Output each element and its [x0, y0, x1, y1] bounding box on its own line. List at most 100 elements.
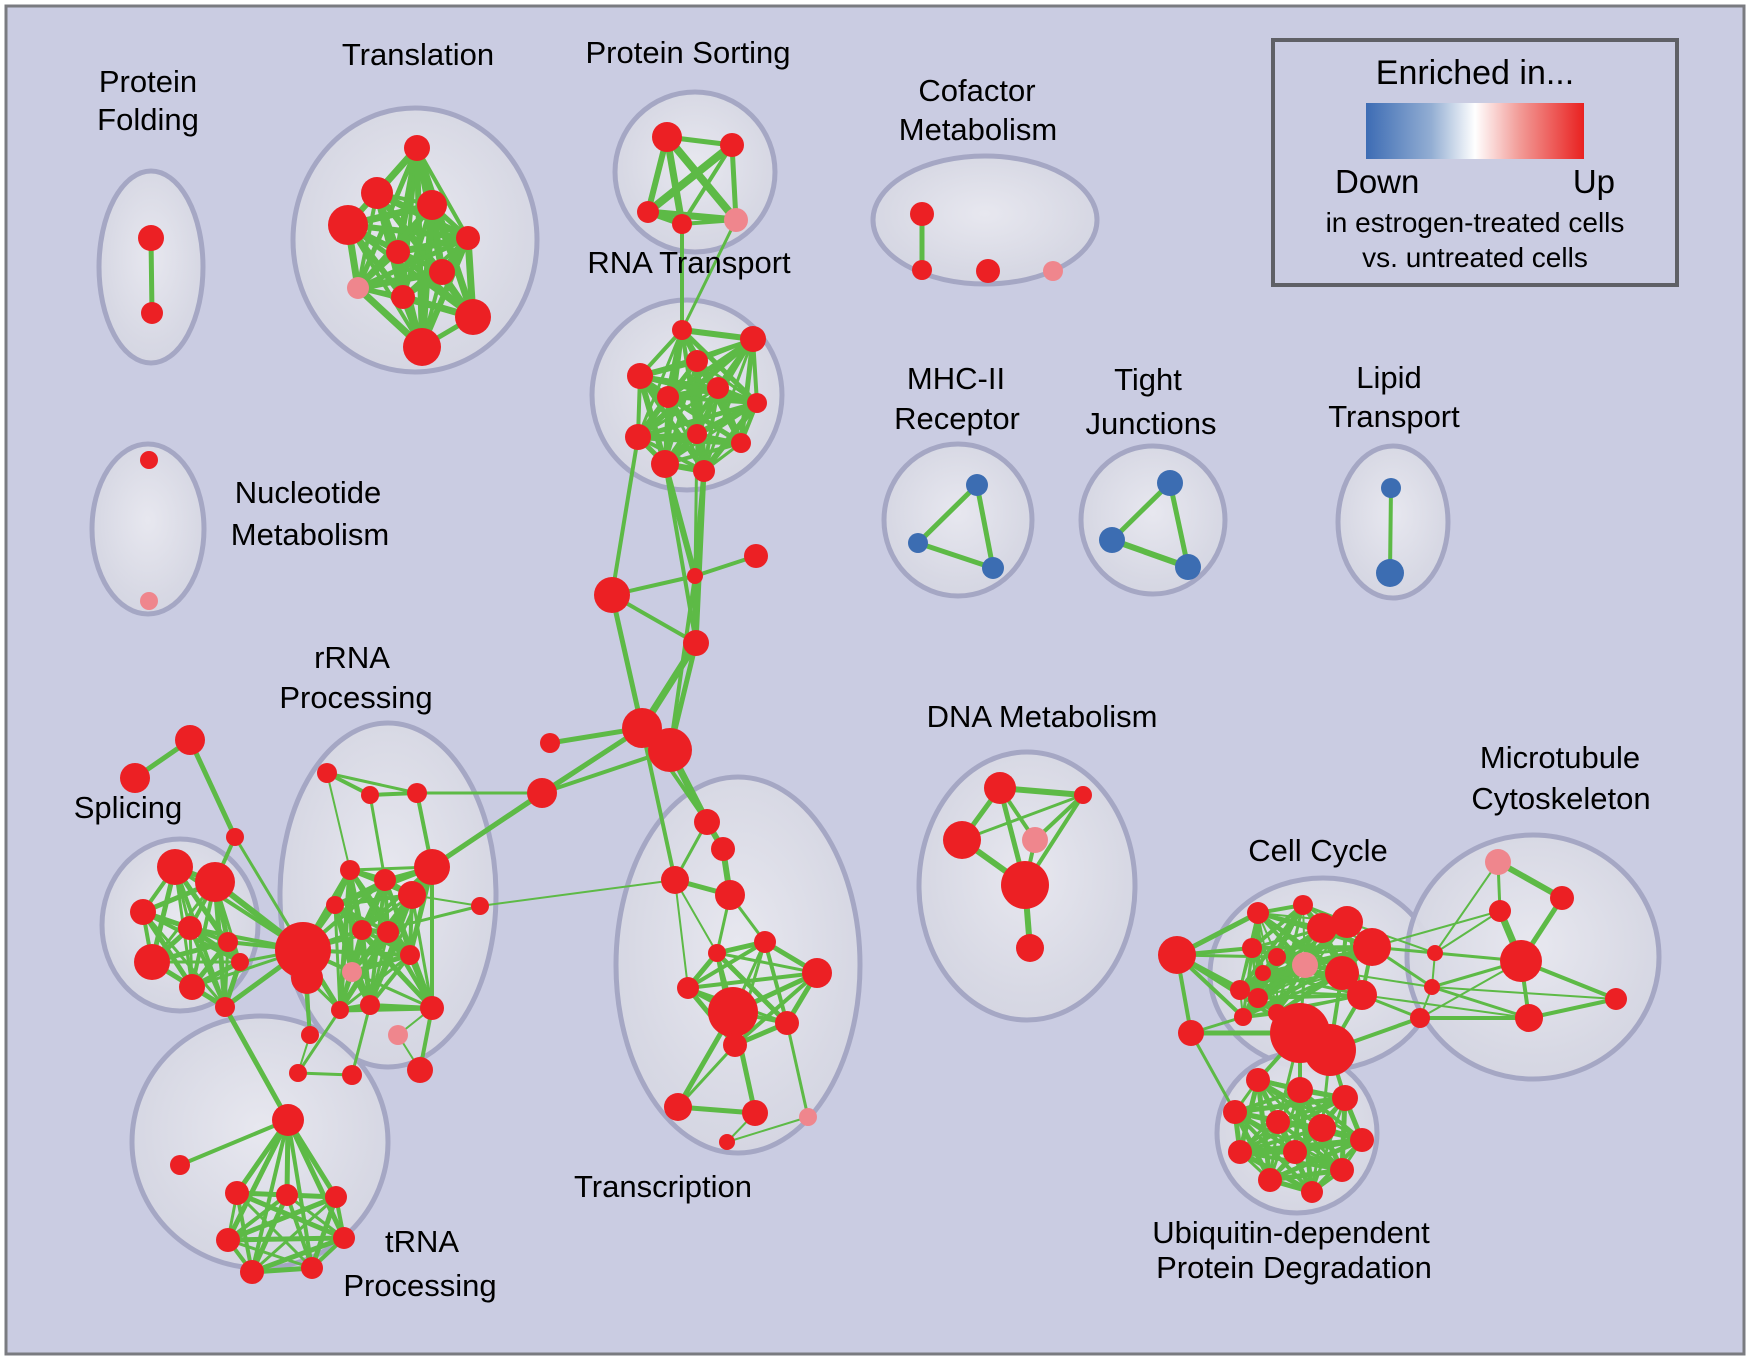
cell-cycle-node — [1247, 902, 1269, 924]
splicing-node — [157, 849, 193, 885]
trna-processing-edge — [225, 1194, 339, 1243]
central-connectors-node — [683, 630, 709, 656]
trna-processing-node — [216, 1228, 240, 1252]
trna-processing-edge — [226, 1193, 289, 1242]
rrna-processing-edge — [349, 952, 413, 975]
tight-junctions-node — [1099, 527, 1125, 553]
nodes-layer — [120, 122, 1627, 1284]
translation-node — [403, 328, 441, 366]
splicing-label: Splicing — [74, 790, 183, 825]
mhc-ii-receptor-node — [966, 474, 988, 496]
edge — [1388, 486, 1393, 575]
lipid-transport-node — [1381, 478, 1401, 498]
splicing-node — [231, 953, 249, 971]
splicing-satellite-node — [120, 763, 150, 793]
transcription-edge — [733, 971, 819, 1047]
cofactor-metabolism-label: Metabolism — [899, 112, 1058, 147]
trna-processing-node — [325, 1186, 347, 1208]
microtubule-cytoskeleton-node — [1550, 886, 1574, 910]
edge — [674, 879, 689, 989]
trna-processing-edge — [225, 1235, 347, 1243]
lipid-transport-ellipse — [1335, 443, 1451, 601]
edge — [296, 1008, 342, 1075]
edge — [225, 1117, 291, 1243]
cell-cycle-node — [1331, 906, 1363, 938]
trna-processing-edge — [250, 1195, 338, 1274]
rrna-processing-edge — [410, 893, 434, 1010]
protein-sorting-edge — [644, 208, 740, 224]
transcription-edge — [715, 951, 819, 975]
edge — [178, 1118, 290, 1167]
nucleotide-metabolism-node — [140, 451, 158, 469]
cell-cycle-node — [1307, 913, 1337, 943]
microtubule-cytoskeleton-node — [1489, 900, 1511, 922]
rna-transport-node — [731, 433, 751, 453]
tight-junctions-node — [1157, 470, 1183, 496]
transcription-node — [754, 931, 776, 953]
dna-metabolism-node — [1022, 827, 1048, 853]
transcription-node — [802, 958, 832, 988]
tight-junctions-node — [1175, 554, 1201, 580]
cell-cycle-node — [1293, 895, 1313, 915]
trna-processing-label: tRNA — [385, 1224, 459, 1259]
translation-node — [391, 285, 415, 309]
rrna-processing-node — [388, 1025, 408, 1045]
cell-cycle-node — [1178, 1020, 1204, 1046]
rna-transport-node — [625, 424, 651, 450]
protein-sorting-edge — [729, 142, 739, 223]
rrna-processing-node — [398, 881, 426, 909]
rrna-processing-node — [289, 1064, 307, 1082]
edge — [285, 1117, 347, 1241]
protein-sorting-label: Protein Sorting — [585, 35, 790, 70]
protein-sorting-node — [637, 201, 659, 223]
ubiquitin-degradation-node — [1350, 1128, 1374, 1152]
edge — [187, 737, 238, 840]
edge — [350, 1003, 372, 1077]
edge — [325, 771, 419, 795]
cell-cycle-edge — [1261, 971, 1364, 997]
cell-cycle-node — [1304, 1024, 1356, 1076]
translation-node — [429, 259, 455, 285]
ubiquitin-degradation-edge — [1267, 1167, 1345, 1183]
transcription-edge — [686, 971, 819, 990]
dna-metabolism-node — [1074, 786, 1092, 804]
translation-node — [404, 135, 430, 161]
rrna-processing-node — [342, 962, 362, 982]
splicing-node — [195, 862, 235, 902]
legend-gradient-bar — [1366, 103, 1584, 159]
cell-cycle-node — [1353, 928, 1391, 966]
protein-sorting-node — [720, 133, 744, 157]
rna-transport-node — [651, 450, 679, 478]
edge — [1109, 537, 1191, 570]
cofactor-metabolism-node — [910, 202, 934, 226]
protein-folding-label: Protein — [99, 64, 197, 99]
edge — [674, 879, 718, 954]
splicing-satellite-node — [175, 725, 205, 755]
rrna-processing-edge — [350, 970, 434, 1010]
protein-sorting-edge — [644, 141, 736, 216]
tight-junctions-ellipse — [1078, 443, 1228, 597]
rrna-processing-edge — [337, 1005, 435, 1013]
edge — [1527, 997, 1618, 1020]
edge — [479, 879, 676, 907]
edge — [1371, 910, 1501, 948]
lipid-transport-node — [1376, 559, 1404, 587]
edge — [1434, 861, 1499, 954]
rrna-processing-node — [342, 1065, 362, 1085]
edge — [1361, 994, 1530, 1019]
nucleotide-metabolism-node — [140, 592, 158, 610]
central-connectors-node — [687, 568, 703, 584]
transcription-node — [708, 987, 758, 1037]
ubiquitin-degradation-edge — [1232, 1095, 1348, 1115]
splicing-node — [215, 997, 235, 1017]
translation-node — [456, 226, 480, 250]
microtubule-cytoskeleton-node — [1424, 979, 1440, 995]
translation-node — [361, 177, 393, 209]
rna-transport-node — [686, 350, 708, 372]
microtubule-cytoskeleton-node — [1485, 849, 1511, 875]
rrna-processing-node — [361, 786, 379, 804]
ubiquitin-degradation-node — [1228, 1140, 1252, 1164]
rna-transport-label: RNA Transport — [587, 245, 791, 280]
edge — [429, 790, 545, 870]
rna-transport-node — [657, 386, 679, 408]
